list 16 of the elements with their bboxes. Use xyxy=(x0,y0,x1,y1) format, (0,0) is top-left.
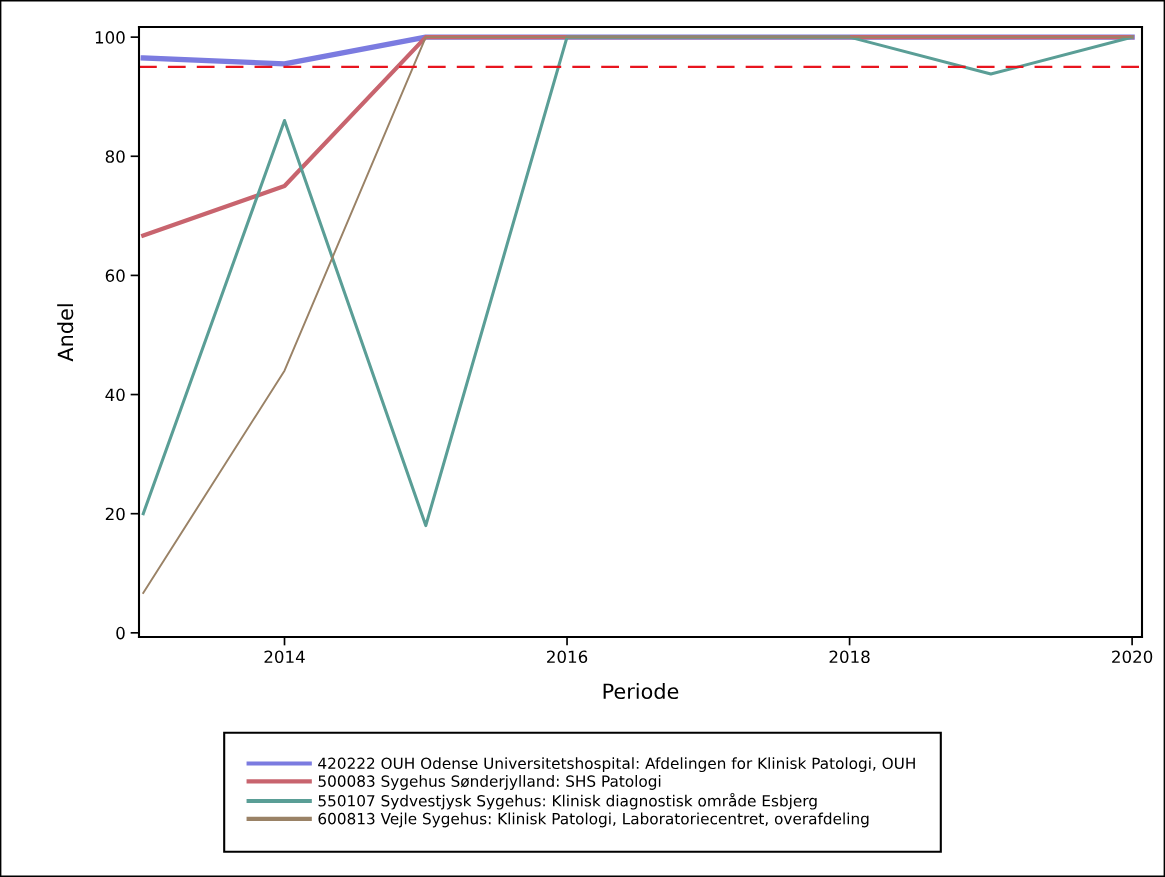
x-tick-label: 2014 xyxy=(264,650,305,664)
legend-label: 420222 OUH Odense Universitetshospital: Afdelingen for Klinisk Patologi, OUH xyxy=(318,757,915,773)
y-tick-label: 60 xyxy=(105,269,125,282)
x-axis-title: Periode xyxy=(603,682,679,700)
y-tick-label: 0 xyxy=(116,626,125,640)
legend-label: 500083 Sygehus Sønderjylland: SHS Patologi xyxy=(318,775,661,790)
legend-label: 600813 Vejle Sygehus: Klinisk Patologi, Laboratoriecentret, overafdeling xyxy=(318,812,869,828)
x-tick-label: 2020 xyxy=(1112,650,1153,664)
x-tick-label: 2016 xyxy=(547,650,588,664)
y-axis-title: Andel xyxy=(57,304,74,362)
y-tick-label: 80 xyxy=(105,150,125,163)
legend-label: 550107 Sydvestjysk Sygehus: Klinisk diagnostisk område Esbjerg xyxy=(318,792,817,810)
y-tick-label: 20 xyxy=(105,507,125,521)
x-tick-label: 2018 xyxy=(829,650,870,664)
y-tick-label: 100 xyxy=(95,31,125,44)
y-tick-label: 40 xyxy=(105,388,125,402)
